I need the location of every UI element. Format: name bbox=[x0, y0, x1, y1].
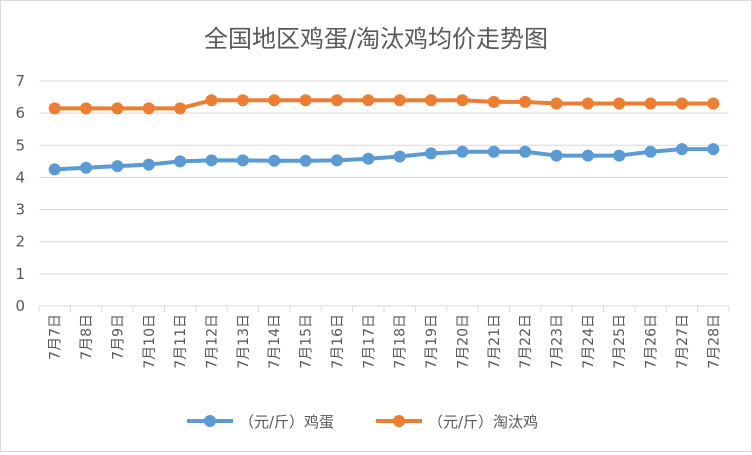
x-tick-label: 7月8日 bbox=[79, 314, 95, 360]
data-point bbox=[487, 95, 500, 108]
data-point bbox=[707, 143, 720, 156]
data-point bbox=[613, 97, 626, 110]
x-tick-label: 7月16日 bbox=[330, 314, 346, 369]
data-point bbox=[299, 154, 312, 167]
x-tick-label: 7月7日 bbox=[48, 314, 64, 360]
data-point bbox=[644, 145, 657, 158]
legend-label: （元/斤）鸡蛋 bbox=[239, 413, 334, 431]
y-tick-label: 4 bbox=[15, 168, 25, 186]
y-tick-label: 2 bbox=[15, 233, 25, 251]
x-tick-label: 7月12日 bbox=[205, 314, 221, 369]
series-line bbox=[54, 147, 714, 172]
x-tick-label: 7月23日 bbox=[550, 314, 566, 369]
x-tick-label: 7月22日 bbox=[518, 314, 534, 369]
x-tick-label: 7月10日 bbox=[142, 314, 158, 369]
y-tick-label: 3 bbox=[15, 201, 25, 219]
data-point bbox=[425, 147, 438, 160]
data-point bbox=[613, 149, 626, 162]
data-point bbox=[268, 94, 281, 107]
data-point bbox=[48, 163, 61, 176]
x-tick-label: 7月18日 bbox=[393, 314, 409, 369]
data-point bbox=[111, 102, 124, 115]
gridlines bbox=[39, 80, 729, 307]
x-tick-label: 7月26日 bbox=[644, 314, 660, 369]
x-tick-label: 7月14日 bbox=[267, 314, 283, 369]
data-point bbox=[111, 160, 124, 173]
data-point bbox=[425, 94, 438, 107]
x-tick-label: 7月25日 bbox=[612, 314, 628, 369]
legend-item: （元/斤）鸡蛋 bbox=[187, 413, 334, 431]
series-line bbox=[54, 98, 714, 111]
series-1 bbox=[48, 143, 720, 176]
legend-item: （元/斤）淘汰鸡 bbox=[376, 413, 538, 431]
data-point bbox=[174, 155, 187, 168]
x-tick-label: 7月17日 bbox=[361, 314, 377, 369]
x-tick-label: 7月28日 bbox=[706, 314, 722, 369]
y-tick-label: 1 bbox=[15, 265, 25, 283]
series-layer bbox=[48, 94, 720, 176]
data-point bbox=[205, 94, 218, 107]
data-point bbox=[456, 145, 469, 158]
data-point bbox=[174, 102, 187, 115]
legend-marker bbox=[204, 415, 216, 427]
data-point bbox=[581, 97, 594, 110]
legend: （元/斤）鸡蛋 （元/斤）淘汰鸡 bbox=[187, 413, 538, 431]
data-point bbox=[362, 152, 375, 165]
x-tick-label: 7月13日 bbox=[236, 314, 252, 369]
x-tick-label: 7月27日 bbox=[675, 314, 691, 369]
data-point bbox=[142, 102, 155, 115]
data-point bbox=[707, 97, 720, 110]
data-point bbox=[675, 143, 688, 156]
data-point bbox=[330, 154, 343, 167]
y-tick-label: 6 bbox=[15, 104, 25, 122]
legend-label: （元/斤）淘汰鸡 bbox=[428, 413, 538, 431]
legend-marker bbox=[393, 415, 405, 427]
series-2 bbox=[48, 94, 720, 115]
data-point bbox=[142, 158, 155, 171]
data-point bbox=[393, 94, 406, 107]
x-tick-label: 7月24日 bbox=[581, 314, 597, 369]
data-point bbox=[456, 94, 469, 107]
y-tick-label: 0 bbox=[15, 297, 25, 315]
y-tick-label: 5 bbox=[15, 136, 25, 154]
x-tick-label: 7月21日 bbox=[487, 314, 503, 369]
data-point bbox=[519, 145, 532, 158]
data-point bbox=[330, 94, 343, 107]
x-tick-label: 7月20日 bbox=[455, 314, 471, 369]
data-point bbox=[268, 154, 281, 167]
data-point bbox=[48, 102, 61, 115]
data-point bbox=[393, 150, 406, 163]
x-tick-label: 7月11日 bbox=[173, 314, 189, 369]
data-point bbox=[581, 149, 594, 162]
x-tick-label: 7月15日 bbox=[299, 314, 315, 369]
data-point bbox=[80, 161, 93, 174]
data-point bbox=[205, 154, 218, 167]
data-point bbox=[550, 149, 563, 162]
data-point bbox=[236, 94, 249, 107]
x-tick-label: 7月19日 bbox=[424, 314, 440, 369]
chart-title: 全国地区鸡蛋/淘汰鸡均价走势图 bbox=[204, 25, 548, 53]
x-tick-label: 7月9日 bbox=[110, 314, 126, 360]
data-point bbox=[644, 97, 657, 110]
data-point bbox=[519, 95, 532, 108]
x-axis-ticks: 7月7日 7月8日 7月9日 7月10日 7月11日 7月12日 7月13日 7月14日 7月1… bbox=[38, 306, 730, 369]
data-point bbox=[362, 94, 375, 107]
y-tick-label: 7 bbox=[15, 72, 25, 90]
data-point bbox=[236, 154, 249, 167]
data-point bbox=[299, 94, 312, 107]
data-point bbox=[80, 102, 93, 115]
data-point bbox=[675, 97, 688, 110]
data-point bbox=[487, 145, 500, 158]
data-point bbox=[550, 97, 563, 110]
y-axis-ticks: 0 1 2 3 4 5 6 7 bbox=[15, 72, 25, 315]
